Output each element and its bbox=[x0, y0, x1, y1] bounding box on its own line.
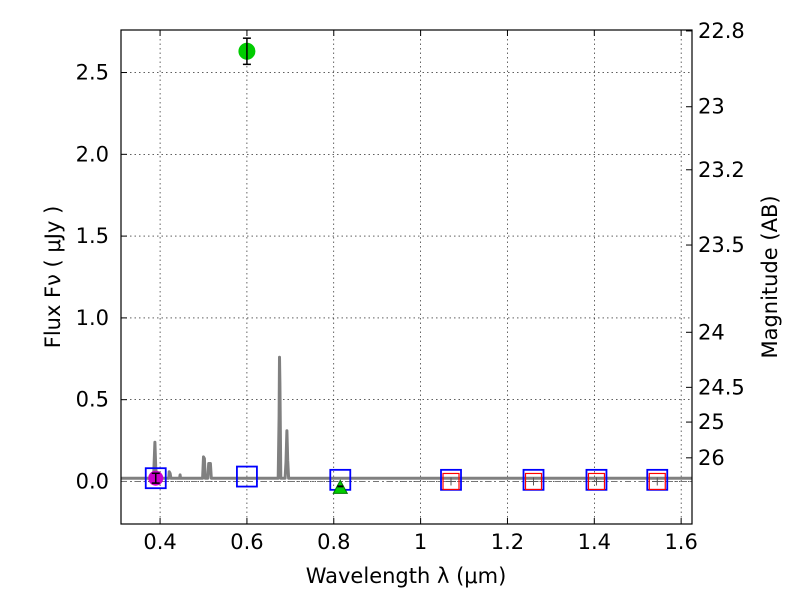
x-tick-label: 0.4 bbox=[143, 530, 176, 554]
right-axis-label: Magnitude (AB) bbox=[758, 195, 782, 358]
magnitude-tick-label: 26 bbox=[698, 446, 725, 470]
x-tick-label: 0.6 bbox=[230, 530, 263, 554]
x-axis-label: Wavelength λ (μm) bbox=[306, 564, 507, 588]
x-tick-label: 1.6 bbox=[664, 530, 697, 554]
y-ticks: 0.0 0.5 1.0 1.5 2.0 2.5 bbox=[76, 61, 127, 493]
magnitude-tick-label: 23 bbox=[698, 95, 725, 119]
y-tick-label: 0.0 bbox=[76, 469, 109, 493]
model-photometry-square bbox=[144, 467, 167, 490]
magnitude-ticks: 22.8 23 23.2 23.5 24 24.5 25 26 bbox=[686, 19, 745, 470]
x-tick-label: 0.8 bbox=[317, 530, 350, 554]
x-tick-label: 1.2 bbox=[491, 530, 524, 554]
upper-limit-square bbox=[524, 472, 543, 491]
upper-limit-square bbox=[442, 472, 460, 491]
plot-frame bbox=[120, 29, 693, 525]
model-spectrum-line bbox=[121, 355, 692, 480]
y-tick-label: 1.5 bbox=[76, 224, 109, 248]
y-axis-label: Flux Fν ( μJy ) bbox=[41, 206, 65, 349]
model-photometry-square bbox=[236, 465, 258, 488]
x-tick-label: 1 bbox=[414, 530, 427, 554]
data-series bbox=[121, 37, 692, 494]
y-tick-label: 1.0 bbox=[76, 306, 109, 330]
magnitude-tick-label: 25 bbox=[698, 410, 725, 434]
y-tick-label: 2.0 bbox=[76, 142, 109, 166]
y-tick-label: 0.5 bbox=[76, 388, 109, 412]
y-tick-label: 2.5 bbox=[76, 61, 109, 85]
x-ticks: 0.4 0.6 0.8 1 1.2 1.4 1.6 bbox=[143, 30, 698, 554]
x-tick-label: 1.4 bbox=[578, 530, 611, 554]
magnitude-tick-label: 22.8 bbox=[698, 19, 745, 43]
magnitude-tick-label: 23.5 bbox=[698, 233, 745, 257]
grid-lines bbox=[121, 30, 692, 524]
magnitude-tick-label: 23.2 bbox=[698, 158, 745, 182]
magnitude-tick-label: 24.5 bbox=[698, 375, 745, 399]
upper-limit-square bbox=[587, 472, 606, 491]
upper-limit-square bbox=[648, 472, 666, 491]
magnitude-tick-label: 24 bbox=[698, 320, 725, 344]
